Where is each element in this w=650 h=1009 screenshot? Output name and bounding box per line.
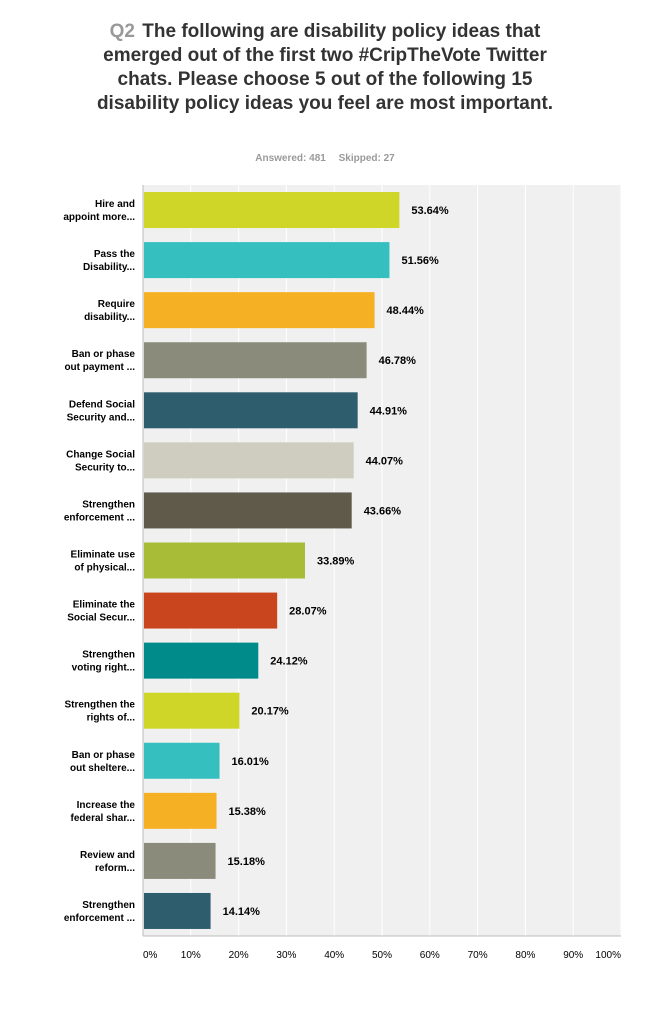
- category-label: Eliminate the Social Secur...: [67, 600, 135, 624]
- x-tick-label: 90%: [563, 950, 583, 961]
- category-label: Require disability...: [84, 299, 135, 323]
- category-label-line: Increase the: [77, 800, 136, 811]
- category-label-line: Strengthen: [82, 900, 135, 911]
- bar-value-label: 33.89%: [317, 556, 355, 568]
- category-label: Review and reform...: [80, 850, 135, 874]
- bar: [144, 492, 352, 529]
- bar-value-label: 51.56%: [401, 255, 439, 267]
- category-label-line: Social Secur...: [67, 613, 135, 624]
- bar-value-label: 53.64%: [411, 205, 449, 217]
- x-tick-label: 100%: [595, 950, 621, 961]
- bar: [144, 192, 400, 229]
- category-label: Hire and appoint more...: [63, 199, 135, 223]
- category-label-line: federal shar...: [71, 813, 136, 824]
- category-label: Strengthen enforcement ...: [64, 900, 135, 924]
- category-label-line: enforcement ...: [64, 512, 135, 523]
- bar: [144, 242, 390, 279]
- x-tick-label: 50%: [372, 950, 392, 961]
- category-label-line: disability...: [84, 312, 135, 323]
- bar-value-label: 48.44%: [387, 305, 425, 317]
- x-tick-label: 40%: [324, 950, 344, 961]
- x-tick-label: 30%: [276, 950, 296, 961]
- category-label-line: out payment ...: [64, 362, 135, 373]
- skipped-count: Skipped: 27: [338, 153, 395, 164]
- category-label-line: appoint more...: [63, 212, 135, 223]
- category-label-line: Strengthen the: [64, 700, 135, 711]
- bar-value-label: 20.17%: [251, 706, 289, 718]
- category-label: Change Social Security to...: [66, 449, 135, 473]
- category-label: Eliminate use of physical...: [71, 550, 136, 574]
- bar: [144, 892, 211, 929]
- bar: [144, 842, 216, 879]
- bar-value-label: 16.01%: [232, 756, 270, 768]
- x-tick-label: 80%: [515, 950, 535, 961]
- category-label: Pass the Disability...: [83, 249, 135, 273]
- category-label-line: Strengthen: [82, 499, 135, 510]
- response-stats: Answered: 481 Skipped: 27: [0, 153, 650, 164]
- question-title: Q2 The following are disability policy i…: [90, 20, 560, 116]
- category-label-line: enforcement ...: [64, 913, 135, 924]
- category-label-line: Change Social: [66, 449, 135, 460]
- bar-value-label: 28.07%: [289, 606, 327, 618]
- bar: [144, 292, 375, 329]
- bar-value-label: 15.38%: [229, 806, 267, 818]
- category-label-line: Ban or phase: [72, 750, 136, 761]
- bar-value-label: 43.66%: [364, 505, 402, 517]
- category-label-line: Ban or phase: [72, 349, 136, 360]
- category-label-line: Security and...: [67, 412, 136, 423]
- bar-value-label: 44.07%: [366, 455, 404, 467]
- category-label: Increase the federal shar...: [71, 800, 136, 824]
- category-label: Strengthen the rights of...: [64, 700, 135, 724]
- category-label-line: voting right...: [72, 663, 136, 674]
- category-label-line: Pass the: [94, 249, 136, 260]
- category-label-line: Require: [98, 299, 136, 310]
- category-label-line: Hire and: [95, 199, 135, 210]
- category-label: Ban or phase out sheltere...: [70, 750, 135, 774]
- category-label: Ban or phase out payment ...: [64, 349, 135, 373]
- x-tick-label: 60%: [420, 950, 440, 961]
- category-label-line: reform...: [95, 863, 135, 874]
- bar: [144, 642, 259, 679]
- answered-count: Answered: 481: [255, 153, 326, 164]
- bar-value-label: 44.91%: [370, 405, 408, 417]
- bar: [144, 542, 305, 579]
- bar: [144, 792, 217, 829]
- bar: [144, 742, 220, 779]
- bar-value-label: 15.18%: [228, 856, 266, 868]
- category-label: Strengthen enforcement ...: [64, 499, 135, 523]
- question-number: Q2: [109, 21, 136, 42]
- category-label: Defend Social Security and...: [67, 399, 136, 423]
- bar: [144, 342, 367, 379]
- bar-value-label: 14.14%: [223, 906, 261, 918]
- category-label-line: Eliminate use: [71, 550, 136, 561]
- bar-value-label: 46.78%: [379, 355, 417, 367]
- bar: [144, 392, 358, 429]
- category-label-line: of physical...: [74, 563, 135, 574]
- bar-value-label: 24.12%: [270, 656, 308, 668]
- category-label-line: out sheltere...: [70, 763, 135, 774]
- bar: [144, 442, 354, 479]
- category-label-line: Defend Social: [69, 399, 135, 410]
- category-label: Strengthen voting right...: [72, 650, 136, 674]
- category-label-line: Strengthen: [82, 650, 135, 661]
- category-label-line: Disability...: [83, 262, 135, 273]
- bar: [144, 592, 278, 629]
- x-tick-label: 10%: [181, 950, 201, 961]
- x-tick-label: 70%: [468, 950, 488, 961]
- category-label-line: rights of...: [87, 713, 136, 724]
- x-tick-label: 20%: [229, 950, 249, 961]
- category-label-line: Security to...: [75, 462, 135, 473]
- category-label-line: Eliminate the: [73, 600, 136, 611]
- category-label-line: Review and: [80, 850, 135, 861]
- x-tick-label: 0%: [143, 950, 158, 961]
- question-text: The following are disability policy idea…: [96, 21, 554, 114]
- bar: [144, 692, 240, 729]
